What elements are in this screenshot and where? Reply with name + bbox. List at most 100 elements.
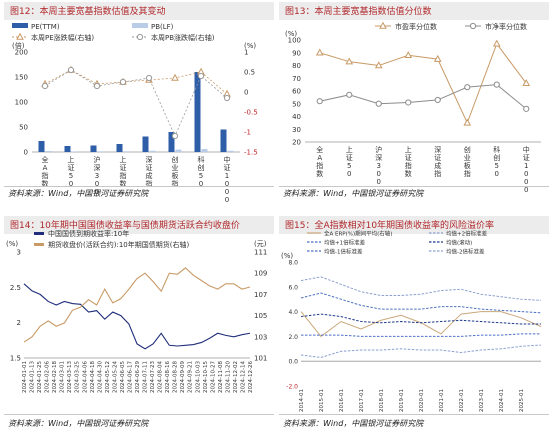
- legend-label: 均值-1倍标准差: [324, 248, 363, 256]
- legend-label: 均值-2倍标准差: [446, 248, 485, 256]
- legend-label: 本周PE涨跌幅(右轴): [31, 33, 94, 42]
- legend-label: 均值(滚动): [446, 239, 472, 247]
- x-tick-label: 2019-01: [399, 389, 405, 412]
- x-tick-label: 2024-09-21: [188, 361, 194, 393]
- x-tick-label: 2024-10-27: [210, 361, 216, 393]
- x-tick-label: 2024-12-02: [233, 361, 239, 393]
- x-tick-label: 上证 5 0: [346, 145, 353, 178]
- legend-marker: [469, 22, 477, 30]
- line-point: [345, 57, 354, 65]
- chart-percentile: (%) 20 30 40 50 60 70 80 90 100 全 A 指数 上证 5 0 沪深 3 0 0 上证指数 深…: [285, 21, 541, 194]
- divider: [279, 414, 549, 415]
- x-tick-label: 2024-02-18: [52, 361, 58, 393]
- x-tick-label: 2016-01: [339, 389, 345, 412]
- y2-tick-label: 105: [254, 312, 267, 320]
- x-tick-label: 沪深 3 0 0: [94, 155, 101, 196]
- divider: [4, 414, 274, 415]
- x-tick-label: 全 A 指数: [316, 145, 323, 178]
- x-tick-label: 科创 5 0: [493, 145, 500, 178]
- line-point: [375, 100, 382, 107]
- legend-marker: [136, 33, 144, 41]
- y-tick-label: 70: [292, 75, 301, 83]
- line-series: [300, 276, 542, 301]
- x-tick-label: 2024-02-06: [45, 361, 51, 393]
- legend-swatch: [34, 243, 44, 246]
- chart-title: 图14：10年期中国国债收益率与国债期货活跃合约收盘价: [10, 221, 240, 231]
- y-tick-label: 6.0: [288, 284, 298, 291]
- y2-tick-label: 111: [254, 249, 267, 257]
- bar-pb: [175, 149, 182, 152]
- x-tick-label: 2024-04-18: [90, 361, 96, 393]
- line-point: [374, 61, 383, 69]
- divider: [4, 186, 274, 187]
- line-series: [23, 283, 251, 350]
- legend-label: 中国国债到期收益率:10年: [48, 229, 129, 238]
- y-tick-label: 30: [292, 126, 301, 134]
- line-point: [523, 105, 530, 112]
- y-tick-label: 1.5: [10, 355, 21, 363]
- y-tick-label: 40: [292, 113, 301, 121]
- line-series: [319, 84, 527, 110]
- x-tick-label: 2024-04-30: [97, 361, 103, 393]
- y2-tick-label: 103: [254, 333, 267, 341]
- x-tick-label: 2024-10-03: [195, 361, 201, 393]
- y-tick-label: 100: [288, 37, 301, 45]
- y-tick-label: 150: [15, 74, 28, 82]
- bar-pb: [227, 150, 234, 152]
- x-tick-label: 2024-12-26: [248, 361, 254, 393]
- y-tick-label: 3: [17, 249, 21, 257]
- x-tick-label: 2024-04-06: [82, 361, 88, 393]
- y2-axis-unit: (%): [244, 42, 256, 50]
- x-tick-label: 创业板指: [172, 155, 179, 188]
- x-tick-label: 2024-11-08: [218, 361, 224, 393]
- legend-label: 市盈率分位数: [395, 22, 437, 31]
- y-tick-label: 8.0: [288, 260, 298, 267]
- chart-bond-yield: (%) (元) 1.5 2 2.5 3 101 103 105 107 109 111 2024-01-…: [6, 229, 267, 393]
- line-point: [404, 51, 413, 58]
- x-tick-label: 2024-07-23: [150, 361, 156, 393]
- line-series: [300, 344, 542, 358]
- y-tick-label: 2: [17, 319, 21, 327]
- line-series: [300, 311, 542, 338]
- x-tick-label: 2015-01: [319, 389, 325, 412]
- y-tick-label: 80: [292, 62, 301, 70]
- line-point: [492, 39, 501, 47]
- x-tick-label: 2024-06-29: [135, 361, 141, 393]
- x-tick-label: 沪深 3 0 0: [375, 145, 382, 186]
- x-tick-label: 2023-01: [479, 389, 485, 412]
- x-tick-label: 上证指数: [405, 145, 412, 178]
- x-tick-label: 深证成指: [146, 155, 153, 188]
- chart-title: 图15：全A指数相对10年期国债收益率的风险溢价率: [285, 221, 495, 231]
- y-axis-unit: (%): [6, 240, 18, 248]
- y-axis-unit: (倍): [12, 41, 25, 50]
- source-note: 资料来源：Wind，中国银河证券研究院: [8, 419, 149, 428]
- x-tick-label: 2024-10-15: [203, 361, 209, 393]
- bar-pb: [71, 151, 78, 152]
- legend-label: 全A ERP(%)期间平均(右轴): [324, 230, 392, 238]
- line-point: [315, 48, 324, 56]
- y2-tick-label: 107: [254, 291, 267, 299]
- y-tick-label: 50: [19, 124, 28, 132]
- legend-label: 均值+1倍标准差: [324, 239, 366, 247]
- title-bar: [4, 2, 274, 20]
- y2-tick-label: -1: [244, 129, 251, 137]
- divider: [279, 186, 549, 187]
- x-tick-label: 2024-08-28: [173, 361, 179, 393]
- x-tick-label: 2024-05-24: [112, 361, 118, 393]
- line-series: [319, 42, 527, 125]
- y2-tick-label: 1: [244, 49, 248, 57]
- panel-pe-pb: 图12：本周主要宽基指数估值及其变动 (倍) (%) 0 50 100 150 200 1 0.…: [4, 2, 274, 204]
- line-point: [434, 96, 441, 104]
- panel-percentile: 图13：本周主要宽基指数估值分位数 (%) 20 30 40 50 60 70 80 90 100…: [279, 2, 549, 202]
- x-tick-label: 上证 5 0: [68, 155, 75, 188]
- title-bar: [279, 2, 549, 20]
- line-point: [433, 54, 442, 62]
- x-tick-label: 2014-01: [299, 389, 305, 412]
- y-tick-label: 200: [15, 49, 28, 57]
- bar-pb: [97, 151, 104, 152]
- x-tick-label: 2020-01: [419, 389, 425, 412]
- line-point: [346, 91, 353, 98]
- x-tick-label: 2024-03-13: [67, 361, 73, 393]
- y-tick-label: 90: [292, 49, 301, 57]
- y-tick-label: -2.0: [286, 384, 298, 391]
